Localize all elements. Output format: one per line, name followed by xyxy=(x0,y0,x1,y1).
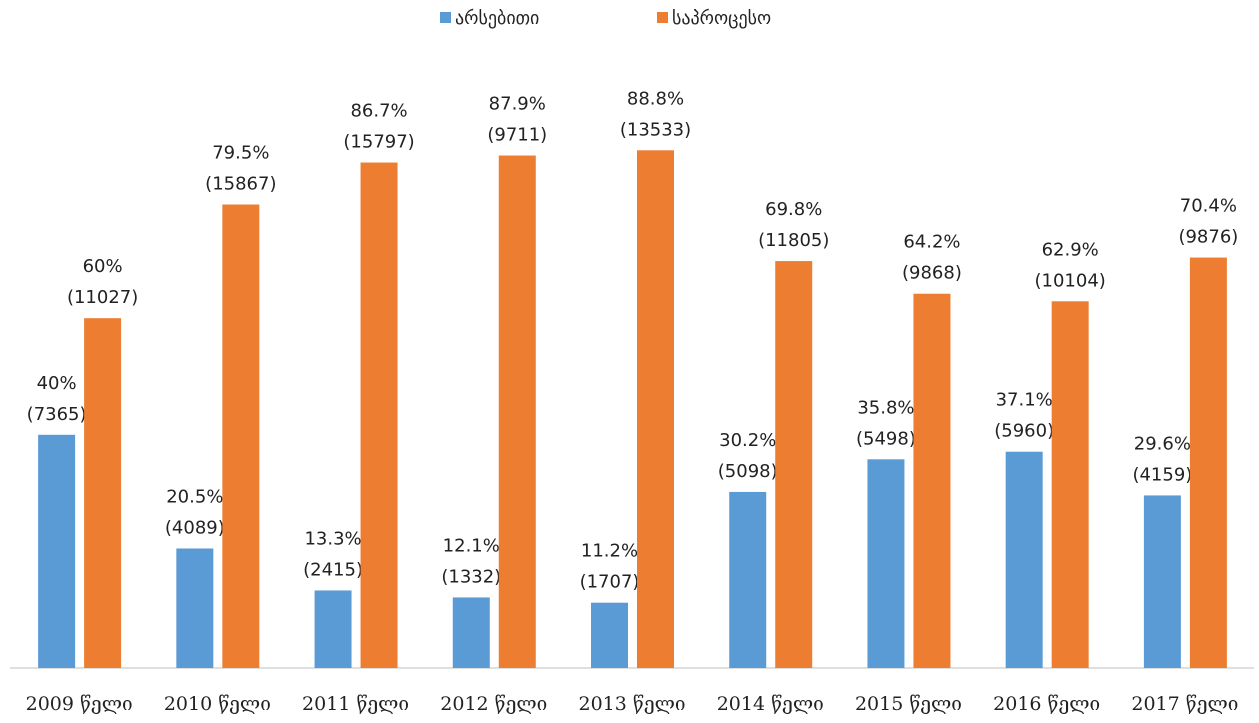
data-label: (5498) xyxy=(856,428,916,449)
x-tick-label: 2016 წელი xyxy=(993,693,1100,715)
data-label: (10104) xyxy=(1035,270,1106,291)
data-label: (2415) xyxy=(303,559,363,580)
data-label: 20.5% xyxy=(166,486,223,507)
x-tick-label: 2009 წელი xyxy=(26,693,133,715)
bar xyxy=(867,459,905,668)
data-label: 37.1% xyxy=(996,390,1053,411)
data-label: 12.1% xyxy=(443,535,500,556)
data-label: (9711) xyxy=(487,125,547,146)
data-label: 87.9% xyxy=(489,94,546,115)
data-label: 64.2% xyxy=(903,232,960,253)
data-label: 30.2% xyxy=(719,430,776,451)
data-label: (5098) xyxy=(718,461,778,482)
data-label: (11027) xyxy=(67,287,138,308)
data-label: (15867) xyxy=(205,174,276,195)
bar xyxy=(452,597,490,668)
data-label: (4089) xyxy=(165,517,225,538)
bar xyxy=(314,590,352,668)
bar xyxy=(913,293,951,668)
bar xyxy=(176,548,214,668)
bar xyxy=(591,602,628,668)
data-label: (9876) xyxy=(1178,227,1238,248)
data-label: 79.5% xyxy=(212,143,269,164)
data-label: (7365) xyxy=(27,404,87,425)
bar xyxy=(637,150,674,668)
data-label: (4159) xyxy=(1132,464,1192,485)
data-label: 29.6% xyxy=(1134,433,1191,454)
bar xyxy=(222,204,260,668)
data-label: (9868) xyxy=(902,263,962,284)
data-label: 60% xyxy=(83,256,123,277)
bar xyxy=(775,261,813,668)
data-label: (13533) xyxy=(620,119,691,140)
legend-swatch xyxy=(440,12,451,23)
legend-label: საპროცესო xyxy=(672,8,771,29)
bar xyxy=(360,162,398,668)
bar xyxy=(84,318,122,668)
bar xyxy=(1189,257,1227,668)
bar xyxy=(1143,495,1181,668)
legend-swatch xyxy=(657,12,668,23)
data-label: (11805) xyxy=(758,230,829,251)
x-tick-label: 2012 წელი xyxy=(440,693,547,715)
data-label: 69.8% xyxy=(765,199,822,220)
data-label: 86.7% xyxy=(350,101,407,122)
data-label: 13.3% xyxy=(304,528,361,549)
x-tick-label: 2011 წელი xyxy=(302,693,409,715)
x-tick-label: 2014 წელი xyxy=(717,693,824,715)
bar xyxy=(38,434,76,668)
data-label: (1707) xyxy=(580,572,640,593)
x-tick-label: 2010 წელი xyxy=(164,693,271,715)
data-label: 62.9% xyxy=(1042,239,1099,260)
x-tick-label: 2017 წელი xyxy=(1131,693,1238,715)
bar xyxy=(498,155,536,669)
data-label: 40% xyxy=(37,373,77,394)
x-tick-label: 2015 წელი xyxy=(855,693,962,715)
bar xyxy=(729,491,767,668)
data-label: 11.2% xyxy=(581,541,638,562)
data-label: (15797) xyxy=(343,132,414,153)
bar xyxy=(1005,451,1043,668)
data-label: (5960) xyxy=(994,421,1054,442)
bar xyxy=(1051,301,1089,668)
data-label: (1332) xyxy=(441,566,501,587)
data-label: 88.8% xyxy=(627,88,684,109)
data-label: 35.8% xyxy=(857,397,914,418)
x-tick-label: 2013 წელი xyxy=(579,693,686,715)
legend-label: არსებითი xyxy=(455,8,539,29)
data-label: 70.4% xyxy=(1180,196,1237,217)
